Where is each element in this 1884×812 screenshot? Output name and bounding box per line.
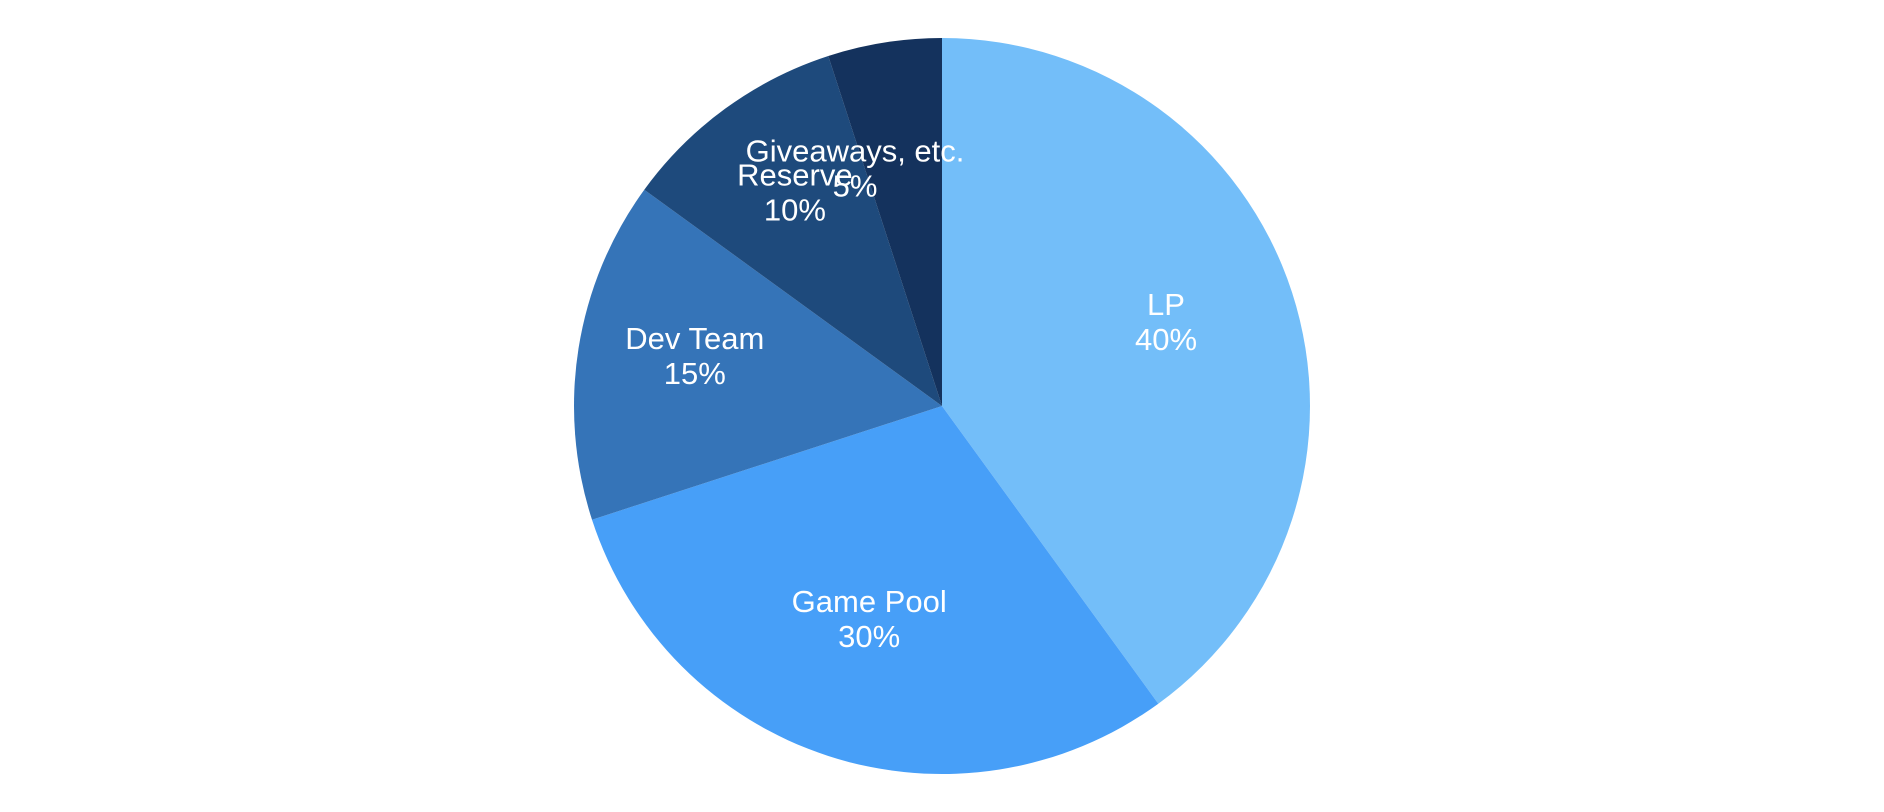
slice-label-game-pool: Game Pool 30%	[792, 584, 947, 654]
slice-label-percent: 10%	[764, 193, 826, 228]
slice-giveaways-etc	[828, 38, 942, 406]
slice-label-name: Game Pool	[792, 584, 947, 619]
slice-label-reserve: Reserve 10%	[737, 158, 852, 228]
slice-label-lp: LP 40%	[1135, 287, 1197, 357]
pie-slices	[573, 38, 1310, 774]
slice-reserve	[644, 56, 942, 406]
slice-label-percent: 5%	[833, 168, 878, 203]
slice-label-percent: 15%	[664, 356, 726, 391]
slice-label-name: Giveaways, etc.	[746, 133, 965, 168]
slice-label-giveaways-etc: Giveaways, etc. 5%	[746, 133, 965, 203]
slice-label-name: LP	[1147, 287, 1185, 322]
slice-game-pool	[592, 406, 1159, 774]
slice-lp	[942, 38, 1310, 704]
slice-dev-team	[573, 189, 942, 520]
slice-label-percent: 30%	[838, 619, 900, 654]
slice-label-dev-team: Dev Team 15%	[625, 321, 764, 391]
slice-label-name: Dev Team	[625, 321, 764, 356]
slice-label-name: Reserve	[737, 158, 852, 193]
pie-labels: LP 40%Game Pool 30%Dev Team 15%Reserve 10%Gi…	[625, 133, 1197, 654]
slice-label-percent: 40%	[1135, 322, 1197, 357]
